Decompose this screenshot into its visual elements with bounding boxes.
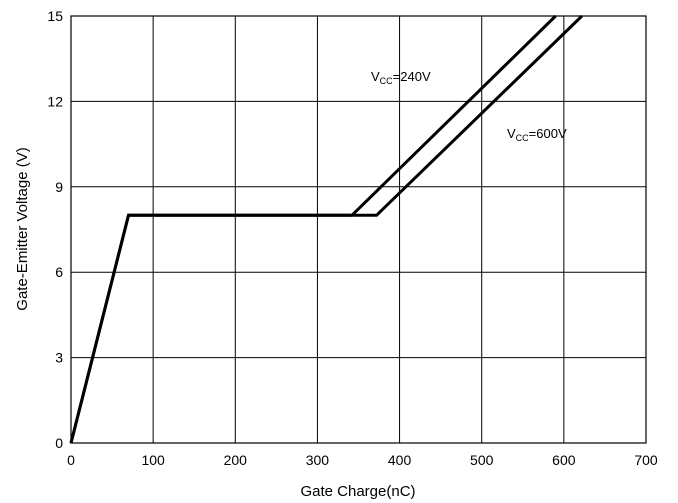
y-tick-label-15: 15 (47, 8, 63, 24)
y-tick-labels: 0 3 6 9 12 15 (47, 8, 63, 451)
y-tick-label-9: 9 (55, 179, 63, 195)
y-tick-label-0: 0 (55, 435, 63, 451)
x-tick-label-400: 400 (388, 452, 412, 468)
series-label-vcc-600: VCC=600V (507, 126, 567, 143)
grid-lines (70, 15, 647, 444)
y-tick-label-12: 12 (47, 93, 63, 109)
x-tick-label-200: 200 (224, 452, 248, 468)
y-axis-label: Gate-Emitter Voltage (V) (14, 147, 31, 310)
plot-frame (70, 15, 647, 444)
series-label-vcc-240: VCC=240V (371, 69, 431, 86)
series-line-1 (69, 14, 583, 444)
x-tick-label-100: 100 (141, 452, 165, 468)
series-line-0 (69, 14, 557, 444)
x-tick-label-500: 500 (470, 452, 494, 468)
x-tick-label-600: 600 (552, 452, 576, 468)
y-tick-label-6: 6 (55, 264, 63, 280)
y-tick-label-3: 3 (55, 350, 63, 366)
x-tick-labels: 0 100 200 300 400 500 600 700 (67, 452, 658, 468)
x-tick-label-300: 300 (306, 452, 330, 468)
series-lines (69, 14, 583, 444)
x-tick-label-700: 700 (634, 452, 658, 468)
x-axis-label: Gate Charge(nC) (300, 483, 415, 500)
x-tick-label-0: 0 (67, 452, 75, 468)
